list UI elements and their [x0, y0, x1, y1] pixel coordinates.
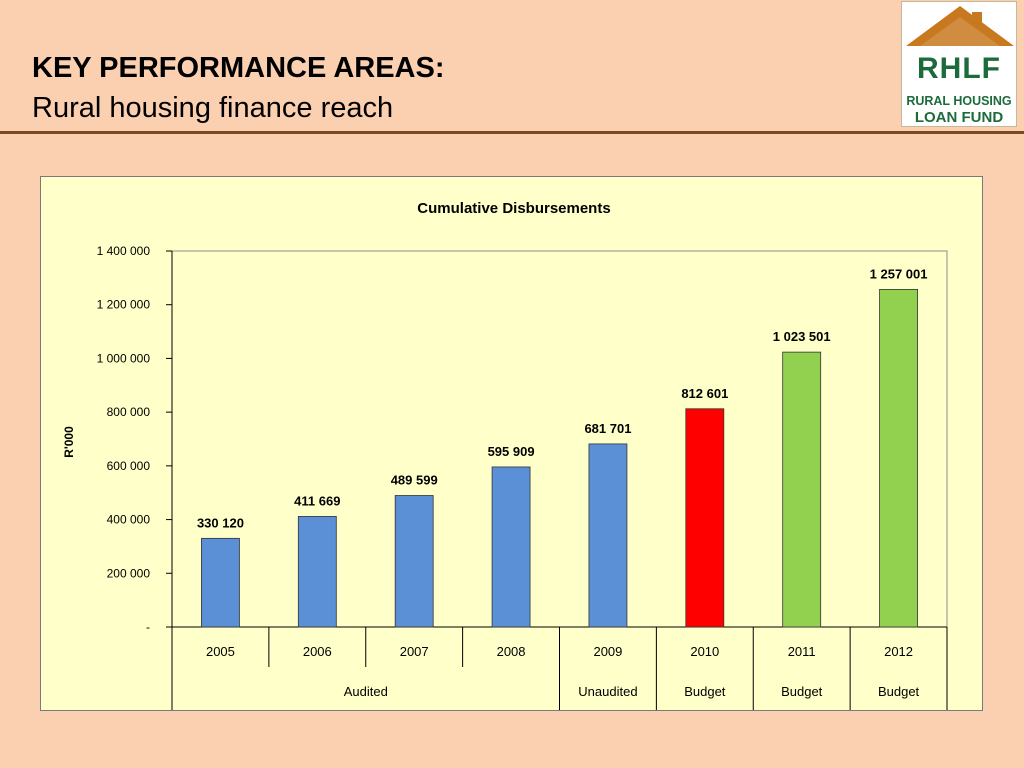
category-label-2007: 2007: [400, 644, 429, 659]
slide-title: KEY PERFORMANCE AREAS:: [32, 52, 445, 84]
y-tick-label: -: [146, 620, 150, 634]
category-label-2012: 2012: [884, 644, 913, 659]
category-label-2009: 2009: [593, 644, 622, 659]
data-label-2007: 489 599: [391, 473, 438, 488]
y-tick-label: 400 000: [107, 513, 151, 527]
bar-2011: [782, 351, 822, 628]
bar-2008: [491, 466, 531, 628]
y-tick-label: 800 000: [107, 405, 151, 419]
y-axis-label: R'000: [62, 426, 76, 458]
group-label: Budget: [878, 684, 920, 699]
group-label: Audited: [344, 684, 388, 699]
bar-2005: [201, 537, 240, 628]
bar-2006: [297, 516, 337, 628]
category-label-2005: 2005: [206, 644, 235, 659]
chart-container: Cumulative Disbursements R'000 - 200 000 4…: [40, 176, 983, 711]
y-tick-label: 1 200 000: [97, 298, 151, 312]
data-label-2012: 1 257 001: [870, 266, 928, 281]
logo-name-line2: LOAN FUND: [914, 109, 1004, 126]
data-label-2010: 812 601: [681, 386, 728, 401]
data-label-2011: 1 023 501: [773, 329, 831, 344]
rhlf-logo: RHLF RURAL HOUSING LOAN FUND: [901, 1, 1017, 127]
logo-name-line1: RURAL HOUSING: [906, 94, 1012, 108]
plot-area: [171, 250, 948, 628]
logo-abbreviation: RHLF: [917, 52, 1001, 85]
category-label-2006: 2006: [303, 644, 332, 659]
data-label-2009: 681 701: [584, 421, 631, 436]
bar-2009: [588, 443, 628, 628]
group-label: Budget: [781, 684, 823, 699]
category-label-2011: 2011: [788, 644, 816, 659]
group-label: Unaudited: [578, 684, 637, 699]
title-divider: [0, 131, 1024, 134]
group-label: Budget: [684, 684, 726, 699]
bar-2012: [879, 289, 918, 628]
house-roof-icon: [906, 6, 1014, 46]
chart-title: Cumulative Disbursements: [417, 200, 610, 217]
y-tick-label: 200 000: [107, 566, 151, 580]
data-label-2006: 411 669: [294, 493, 340, 508]
slide-subtitle: Rural housing finance reach: [32, 92, 394, 124]
data-label-2008: 595 909: [488, 444, 535, 459]
category-label-2008: 2008: [497, 644, 526, 659]
category-label-2010: 2010: [690, 644, 719, 659]
bar-chart: Cumulative Disbursements R'000 - 200 000 4…: [62, 200, 948, 710]
y-tick-label: 600 000: [107, 459, 151, 473]
y-tick-label: 1 000 000: [97, 351, 151, 365]
bar-2007: [394, 495, 434, 628]
data-label-2005: 330 120: [197, 515, 244, 530]
y-tick-label: 1 400 000: [97, 244, 151, 258]
bar-2010: [685, 408, 725, 628]
